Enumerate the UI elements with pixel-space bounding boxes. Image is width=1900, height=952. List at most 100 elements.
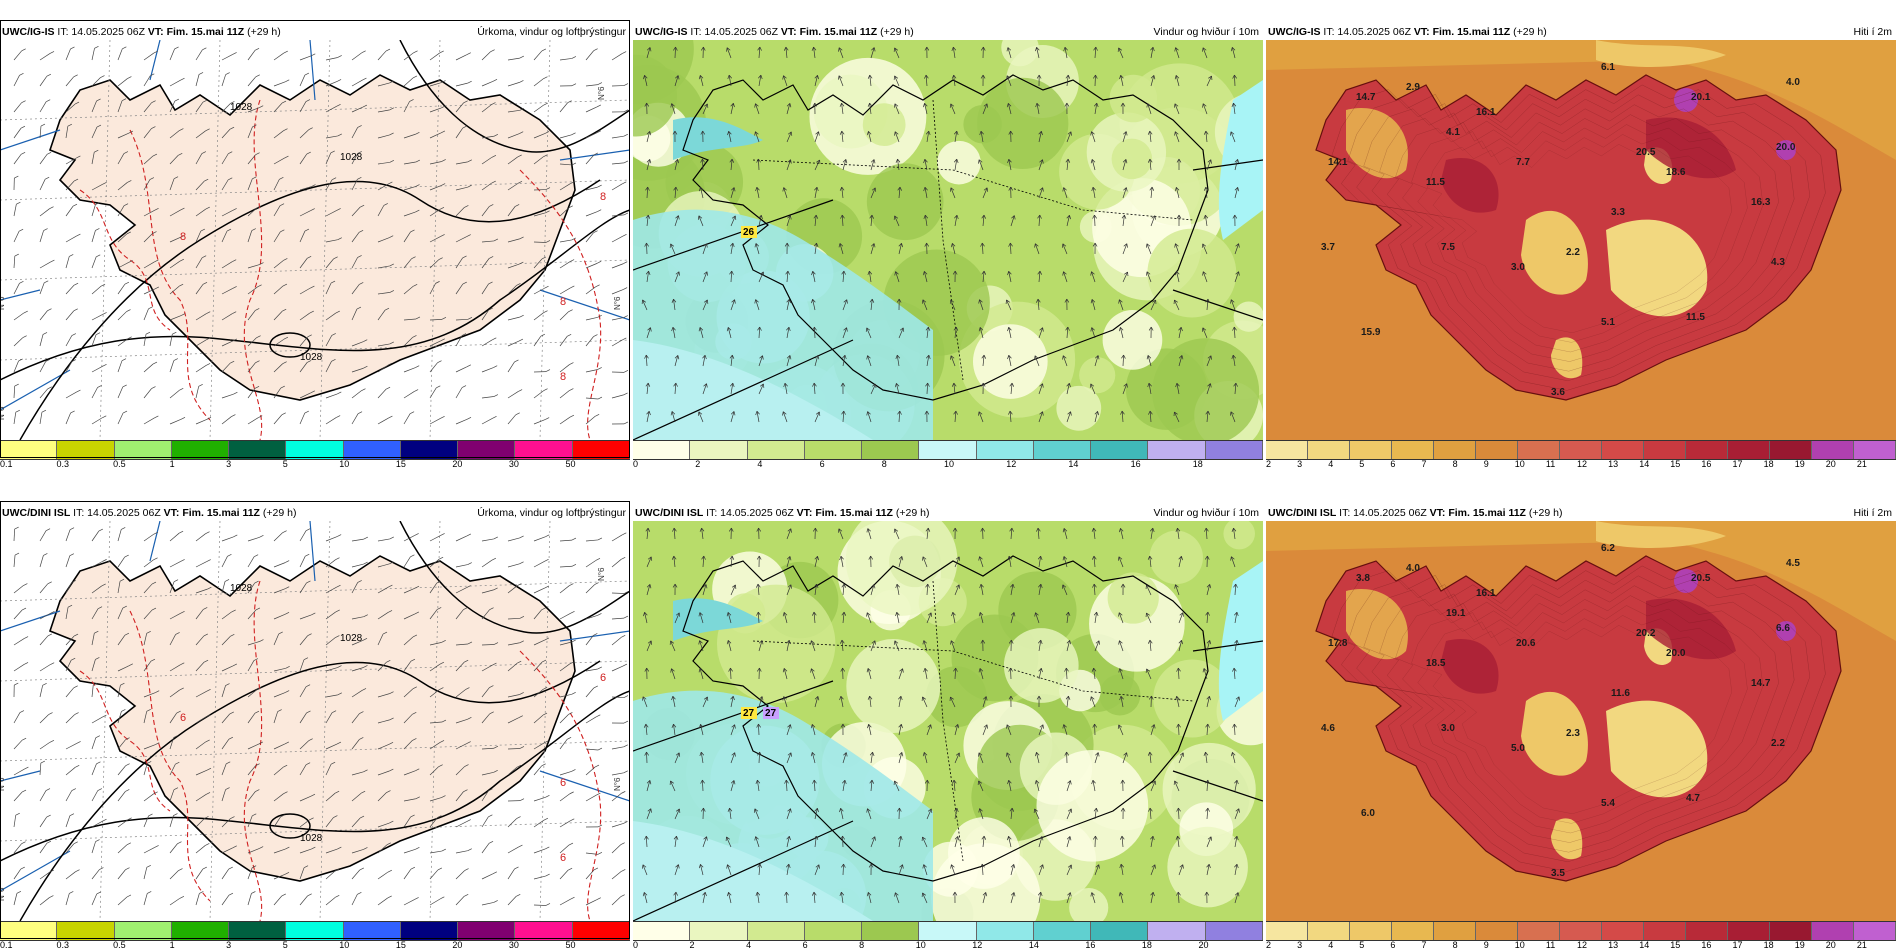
colorbar-swatch [0,441,57,459]
colorbar-tick-label: 13 [1608,940,1618,950]
field-title: Hiti í 2m [1853,26,1892,38]
colorbar-swatch [1034,922,1091,940]
temperature-label: 5.1 [1601,317,1615,328]
precip-contour-label: 6 [560,852,566,864]
forecast-panel-1: UWC/IG-IS IT: 14.05.2025 06Z VT: Fim. 15… [0,6,630,466]
latitude-label: N°6 [0,887,6,901]
colorbar-tick-label: 10 [916,940,926,950]
colorbar-swatch [172,922,229,940]
map-canvas: 26 [633,40,1263,440]
colorbar-tick-label: 8 [1453,940,1458,950]
colorbar [1266,440,1896,460]
valid-time: Fim. 15.mai 11Z [167,26,245,38]
temperature-label: 5.0 [1511,743,1525,754]
colorbar-tick-label: 20 [1826,940,1836,950]
colorbar-tick-label: 50 [565,459,575,469]
colorbar-tick-label: 5 [283,459,288,469]
run-info: UWC/IG-IS IT: 14.05.2025 06Z VT: Fim. 15… [1268,26,1547,38]
colorbar-swatch [1206,922,1263,940]
precip-contour-label: 8 [180,231,186,243]
valid-time-label: VT: [164,507,180,519]
colorbar-tick-label: 18 [1142,940,1152,950]
gust-max-label: 26 [743,227,755,238]
colorbar-tick-label: 13 [1608,459,1618,469]
run-info: UWC/DINI ISL IT: 14.05.2025 06Z VT: Fim.… [1268,507,1562,519]
colorbar-tick-label: 14 [1068,459,1078,469]
temperature-label: 3.0 [1441,723,1455,734]
temperature-label: 6.1 [1601,62,1615,73]
colorbar-tick-label: 2 [695,459,700,469]
colorbar-tick-label: 16 [1131,459,1141,469]
colorbar-swatch [57,441,114,459]
latitude-label: N°6 [597,86,606,100]
colorbar-tick-label: 10 [339,459,349,469]
colorbar-swatch [1476,922,1518,940]
colorbar-tick-label: 3 [1297,459,1302,469]
colorbar-tick-label: 20 [1826,459,1836,469]
temperature-label: 4.7 [1686,793,1700,804]
init-time: IT: 14.05.2025 06Z [706,507,794,519]
temperature-label: 2.9 [1406,82,1420,93]
colorbar-tick-label: 8 [882,459,887,469]
temperature-label: 4.6 [1321,723,1335,734]
colorbar-tick-label: 0.1 [0,940,13,950]
colorbar-swatch [172,441,229,459]
colorbar [633,440,1263,460]
colorbar-swatch [1728,441,1770,459]
model-name: UWC/IG-IS [1268,26,1321,38]
map-wind: 26 [633,40,1263,440]
colorbar-tick-label: 20 [452,940,462,950]
colorbar-tick-label: 3 [226,940,231,950]
temperature-label: 20.6 [1516,638,1536,649]
colorbar-tick-label: 15 [396,459,406,469]
temperature-label: 20.0 [1776,142,1796,153]
init-time: IT: 14.05.2025 06Z [690,26,778,38]
run-info: UWC/DINI ISL IT: 14.05.2025 06Z VT: Fim.… [635,507,929,519]
colorbar-swatch [1148,922,1205,940]
latitude-label: N°6 [613,296,622,310]
colorbar-swatch [1091,922,1148,940]
colorbar-tick-label: 2 [1266,940,1271,950]
colorbar-tick-label: 16 [1701,940,1711,950]
temperature-label: 18.5 [1426,658,1446,669]
colorbar-tick-label: 2 [1266,459,1271,469]
colorbar-swatch [1518,922,1560,940]
temperature-label: 5.4 [1601,798,1615,809]
gust-max-label: 27 [765,708,777,719]
panel-header: UWC/IG-IS IT: 14.05.2025 06Z VT: Fim. 15… [633,6,1263,40]
temperature-label: 4.1 [1446,127,1460,138]
valid-time-label: VT: [797,507,813,519]
temperature-label: 20.2 [1636,628,1656,639]
colorbar-swatch [1686,922,1728,940]
isobar-label: 1028 [300,833,323,844]
colorbar-tick-label: 17 [1733,459,1743,469]
temperature-label: 14.1 [1328,157,1348,168]
colorbar-swatch [1518,441,1560,459]
temperature-label: 20.5 [1636,147,1656,158]
colorbar-tick-label: 18 [1193,459,1203,469]
colorbar-tick-label: 50 [565,940,575,950]
precip-contour-label: 8 [600,191,606,203]
valid-time: Fim. 15.mai 11Z [1433,26,1511,38]
colorbar-swatch [1308,441,1350,459]
colorbar-swatch [1644,441,1686,459]
colorbar-swatch [862,922,919,940]
precip-contour-label: 6 [560,777,566,789]
valid-time: Fim. 15.mai 11Z [1448,507,1526,519]
colorbar-swatch [919,922,976,940]
model-name: UWC/IG-IS [2,26,55,38]
precip-contour-label: 8 [560,296,566,308]
colorbar [0,921,630,941]
valid-time: Fim. 15.mai 11Z [182,507,260,519]
colorbar-swatch [1560,441,1602,459]
isobar-label: 1028 [230,583,253,594]
latitude-label: N°6 [613,777,622,791]
colorbar-swatch [1091,441,1148,459]
lead-time: (+29 h) [880,26,914,38]
colorbar-tick-label: 30 [509,459,519,469]
